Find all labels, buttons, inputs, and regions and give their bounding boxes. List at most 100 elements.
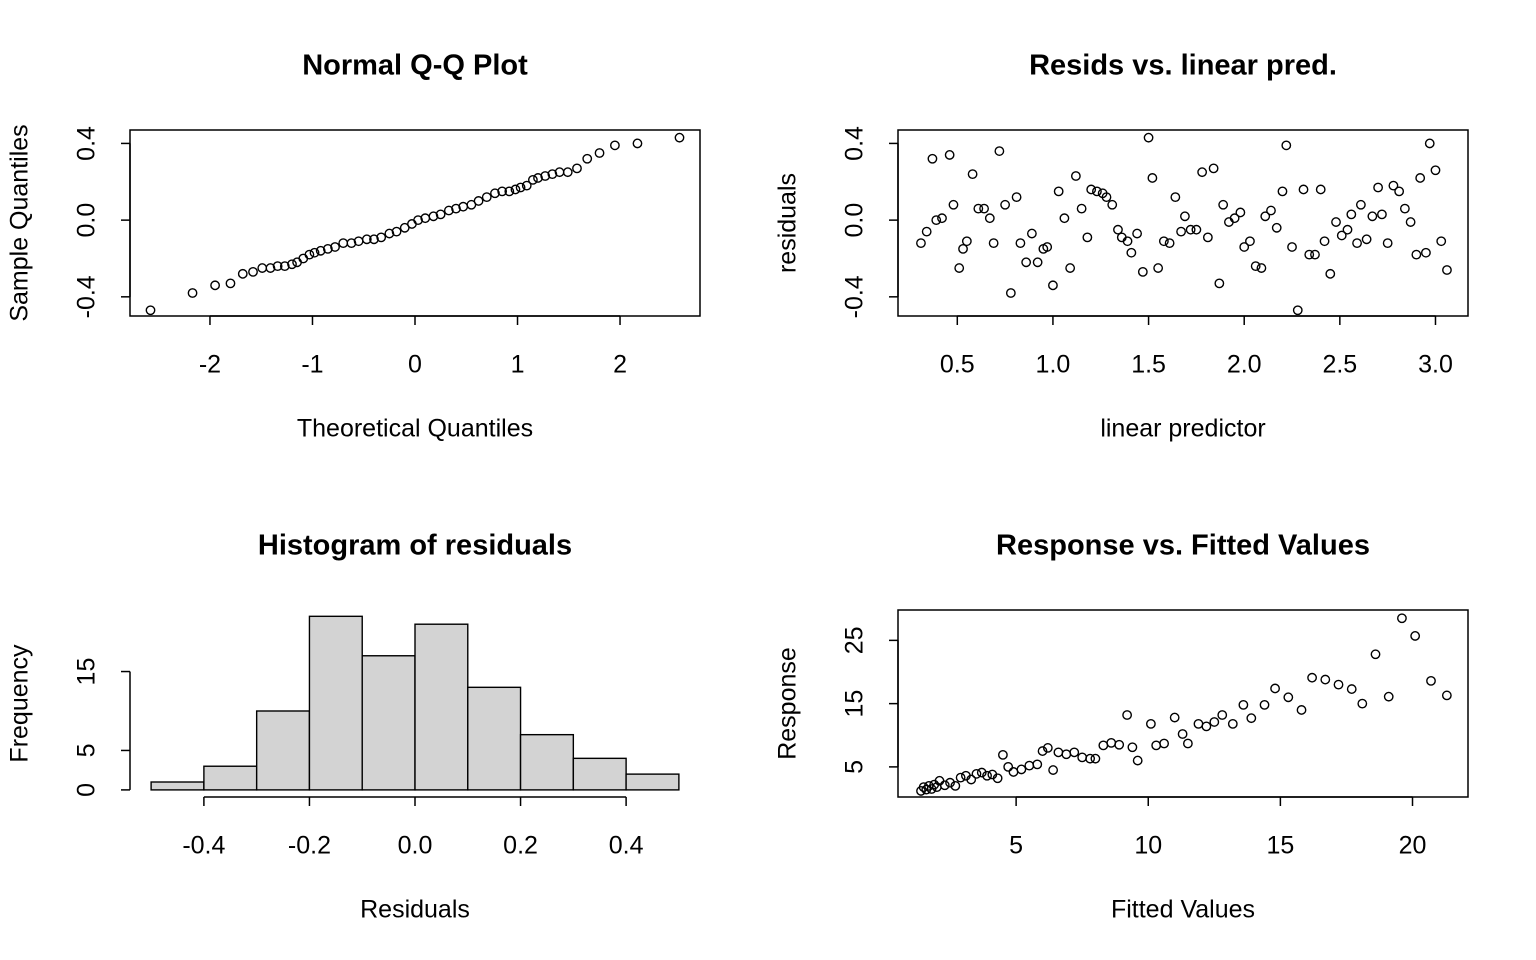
point: [1310, 249, 1320, 260]
point: [1153, 263, 1164, 273]
point: [1259, 699, 1270, 710]
point: [961, 236, 972, 247]
point: [1059, 213, 1070, 224]
point: [1032, 759, 1043, 770]
point: [1016, 764, 1027, 775]
point: [976, 767, 987, 778]
y-tick-label: 25: [841, 626, 869, 654]
point: [1442, 265, 1452, 275]
point: [955, 772, 966, 783]
point: [1122, 236, 1133, 247]
point: [1218, 199, 1229, 210]
point: [346, 238, 357, 249]
point: [1048, 280, 1058, 291]
point: [966, 774, 977, 785]
point: [451, 203, 461, 214]
x-tick-label: -0.2: [288, 832, 331, 860]
point: [931, 215, 942, 226]
point: [1177, 729, 1188, 739]
point: [1415, 173, 1426, 183]
x-tick-label: 2: [613, 351, 627, 379]
point: [1325, 268, 1336, 279]
y-tick-label: 15: [841, 690, 869, 718]
point: [1250, 261, 1261, 272]
point: [1143, 132, 1154, 143]
point: [1260, 211, 1271, 222]
panel: Normal Q-Q Plot Theoretical Quantiles Samp…: [6, 50, 701, 443]
point: [1217, 710, 1228, 720]
point: [210, 280, 220, 291]
point: [1008, 767, 1019, 777]
point: [674, 132, 685, 143]
point: [1246, 713, 1257, 724]
point: [1180, 211, 1190, 222]
point: [937, 213, 947, 224]
point: [1132, 228, 1142, 239]
x-tick-label: 0.2: [503, 832, 538, 860]
point: [1085, 753, 1096, 764]
point: [1003, 761, 1014, 772]
point: [967, 169, 978, 180]
point: [1209, 717, 1220, 727]
x-axis-label: Theoretical Quantiles: [297, 415, 533, 443]
point: [1137, 266, 1148, 277]
point: [1270, 683, 1280, 694]
point: [1357, 698, 1368, 709]
point: [1405, 217, 1416, 227]
point: [1069, 747, 1080, 758]
point: [1421, 247, 1431, 258]
point: [1098, 740, 1109, 751]
y-tick-label: 5: [73, 743, 101, 757]
point: [225, 278, 236, 289]
point: [1370, 649, 1381, 660]
x-tick-label: -2: [199, 351, 221, 379]
point: [391, 226, 402, 237]
point: [1238, 699, 1249, 710]
point: [1296, 705, 1307, 715]
point: [1426, 675, 1436, 686]
panel: Response vs. Fitted Values Fitted Values R…: [774, 530, 1469, 924]
bar: [519, 733, 575, 791]
point: [1333, 679, 1344, 690]
y-axis-label: Sample Quantiles: [6, 124, 34, 321]
point: [145, 305, 156, 316]
point: [1164, 238, 1175, 249]
point: [322, 243, 333, 254]
point: [298, 253, 309, 264]
y-tick-label: -0.4: [73, 275, 101, 318]
point: [1235, 207, 1246, 218]
point: [1214, 278, 1225, 289]
point: [1024, 760, 1035, 771]
x-tick-label: 1.0: [1036, 351, 1071, 379]
point: [1287, 242, 1297, 252]
point: [927, 153, 938, 164]
point: [1320, 674, 1331, 685]
point: [1399, 203, 1410, 214]
point: [945, 777, 955, 788]
point: [1086, 184, 1097, 195]
point: [1367, 211, 1378, 222]
point: [1145, 718, 1156, 729]
point: [272, 261, 283, 272]
point: [944, 150, 955, 160]
point: [1101, 192, 1112, 203]
point: [948, 199, 959, 210]
point: [562, 167, 573, 178]
point: [1331, 217, 1341, 227]
y-axis-label: Response: [774, 647, 802, 760]
point: [939, 780, 950, 791]
point: [1430, 165, 1441, 176]
point: [330, 242, 340, 252]
point: [521, 180, 532, 191]
x-tick-label: 0: [408, 351, 422, 379]
x-tick-label: -0.4: [182, 832, 225, 860]
panel-title: Resids vs. linear pred.: [1029, 50, 1337, 82]
point: [1394, 186, 1405, 197]
point: [950, 780, 961, 791]
point: [309, 247, 320, 258]
point: [1042, 743, 1053, 753]
x-axis-label: Residuals: [360, 896, 470, 924]
plot-box: [897, 129, 1469, 317]
point: [1092, 186, 1102, 197]
point: [481, 192, 492, 203]
